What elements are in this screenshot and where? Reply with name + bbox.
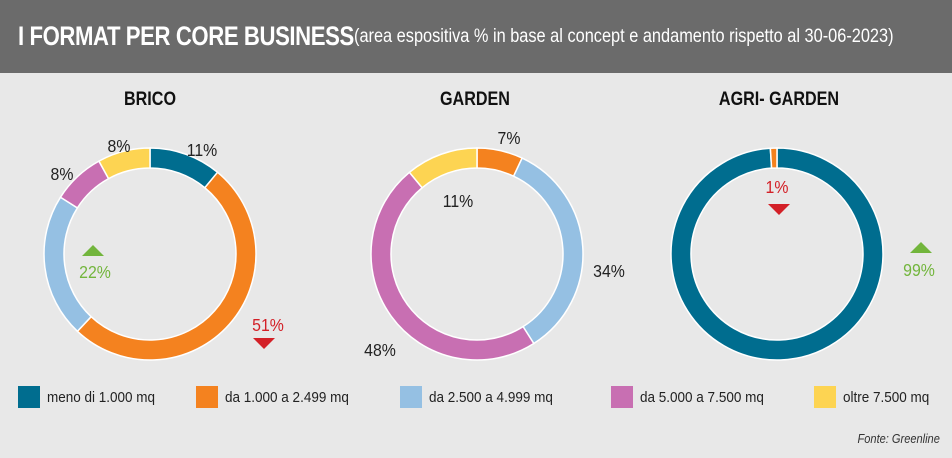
page-title: I FORMAT PER CORE BUSINESS: [18, 21, 354, 51]
donut-segment: [769, 147, 778, 169]
header-bar: I FORMAT PER CORE BUSINESS (area esposit…: [0, 0, 952, 73]
trend-down-icon: [768, 204, 790, 215]
legend-swatch: [18, 386, 40, 408]
chart-title: AGRI- GARDEN: [719, 88, 839, 110]
data-label: 34%: [593, 261, 625, 281]
trend-up-icon: [910, 242, 932, 253]
donut-segment: [512, 157, 584, 345]
legend-swatch: [611, 386, 633, 408]
data-label: 11%: [443, 191, 474, 211]
legend-label: meno di 1.000 mq: [47, 388, 156, 406]
page-subtitle: (area espositiva % in base al concept e …: [354, 25, 894, 47]
source-note: Fonte: Greenline: [857, 431, 940, 446]
donut-segment: [97, 147, 151, 180]
trend-down-icon: [253, 338, 275, 349]
donut-segment: [408, 147, 478, 189]
legend-label: da 2.500 a 4.999 mq: [429, 388, 553, 406]
legend-label: da 5.000 a 7.500 mq: [640, 388, 764, 406]
trend-up-icon: [82, 245, 104, 256]
data-label: 51%: [252, 315, 284, 335]
data-label: 11%: [187, 140, 218, 160]
data-label: 8%: [108, 136, 131, 156]
legend-item: oltre 7.500 mq: [814, 385, 939, 409]
legend-swatch: [196, 386, 218, 408]
legend-item: meno di 1.000 mq: [18, 385, 167, 409]
data-label: 1%: [766, 177, 789, 197]
legend-item: da 1.000 a 2.499 mq: [196, 385, 363, 409]
legend: meno di 1.000 mq da 1.000 a 2.499 mq da …: [0, 385, 952, 409]
donut-charts: BRICO 11% 51% 22% 8% 8% GARDEN 7% 34% 48% 11% AGRI-…: [43, 88, 935, 361]
legend-label: da 1.000 a 2.499 mq: [225, 388, 349, 406]
donut-segment: [670, 147, 884, 361]
data-label: 7%: [498, 128, 521, 148]
legend-label: oltre 7.500 mq: [843, 388, 930, 406]
data-label: 48%: [364, 340, 396, 360]
legend-swatch: [814, 386, 836, 408]
data-label: 99%: [903, 260, 935, 280]
legend-item: da 2.500 a 4.999 mq: [400, 385, 567, 409]
legend-item: da 5.000 a 7.500 mq: [611, 385, 778, 409]
chart-title: BRICO: [124, 88, 176, 110]
data-label: 8%: [51, 164, 74, 184]
chart-title: GARDEN: [440, 88, 510, 110]
data-label: 22%: [79, 262, 111, 282]
legend-swatch: [400, 386, 422, 408]
